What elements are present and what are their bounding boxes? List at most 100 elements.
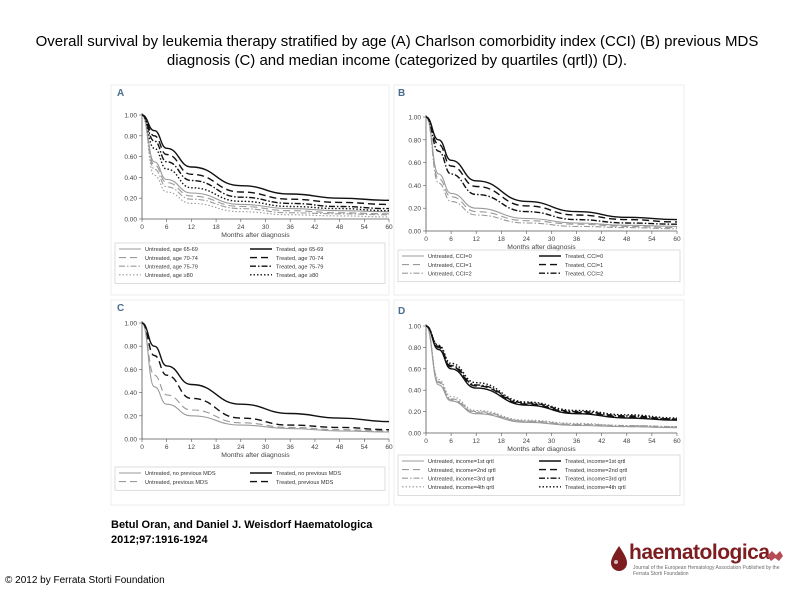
series-line — [141, 114, 390, 216]
panel-frame — [393, 84, 685, 296]
legend-label: Untreated, CCI=2 — [428, 271, 472, 277]
citation-authors: Betul Oran, and Daniel J. Weisdorf Haema… — [111, 519, 373, 531]
legend-label: Untreated, CCI=0 — [428, 254, 472, 260]
y-tick-label: 1.00 — [124, 113, 137, 120]
x-tick-label: 6 — [165, 224, 169, 231]
eha-emblem-icon — [767, 551, 783, 561]
x-tick-label: 42 — [598, 438, 606, 445]
legend-label: Untreated, previous MDS — [145, 480, 208, 486]
y-tick-label: 1.00 — [124, 321, 137, 328]
y-tick-label: 1.00 — [408, 324, 421, 331]
legend-label: Treated, income=2nd qrtl — [565, 468, 627, 474]
legend-frame — [114, 242, 386, 284]
series-line — [425, 116, 678, 221]
x-tick-label: 54 — [648, 438, 656, 445]
y-tick-label: 0.80 — [408, 137, 421, 144]
legend-label: Untreated, age 75-79 — [145, 264, 198, 270]
panel-label: C — [117, 303, 124, 314]
copyright-notice: © 2012 by Ferrata Storti Foundation — [5, 575, 165, 586]
legend-frame — [114, 466, 386, 491]
x-tick-label: 54 — [361, 224, 369, 231]
series-line — [425, 116, 678, 230]
legend-label: Treated, no previous MDS — [276, 471, 341, 477]
x-tick-label: 0 — [140, 444, 144, 451]
x-tick-label: 6 — [449, 236, 453, 243]
citation: Betul Oran, and Daniel J. Weisdorf Haema… — [111, 518, 372, 548]
x-tick-label: 60 — [385, 444, 393, 451]
x-axis-label: Months after diagnosis — [507, 446, 576, 453]
x-tick-label: 6 — [449, 438, 453, 445]
y-tick-label: 0.00 — [408, 229, 421, 236]
legend-label: Treated, previous MDS — [276, 480, 334, 486]
x-axis-label: Months after diagnosis — [221, 232, 290, 239]
y-tick-label: 0.20 — [124, 196, 137, 203]
panel-frame — [110, 84, 390, 296]
y-tick-label: 0.60 — [124, 154, 137, 161]
legend-label: Treated, CCI=2 — [565, 271, 603, 277]
x-tick-label: 48 — [623, 438, 631, 445]
legend-label: Untreated, age 70-74 — [145, 256, 198, 262]
x-tick-label: 12 — [473, 236, 481, 243]
x-tick-label: 48 — [336, 224, 344, 231]
x-tick-label: 18 — [498, 438, 506, 445]
x-tick-label: 18 — [212, 224, 220, 231]
x-tick-label: 54 — [648, 236, 656, 243]
journal-logo[interactable]: haematologica Journal of the European He… — [603, 541, 788, 581]
x-tick-label: 36 — [573, 438, 581, 445]
y-tick-label: 0.80 — [408, 345, 421, 352]
x-tick-label: 6 — [165, 444, 169, 451]
y-tick-label: 0.80 — [124, 344, 137, 351]
series-line — [425, 116, 678, 223]
series-line — [141, 114, 390, 206]
legend-label: Treated, CCI=0 — [565, 254, 603, 260]
x-tick-label: 18 — [212, 444, 220, 451]
legend-label: Untreated, income=2nd qrtl — [428, 468, 496, 474]
legend-label: Treated, age 75-79 — [276, 264, 323, 270]
series-line — [425, 325, 678, 420]
series-line — [141, 322, 390, 432]
legend-label: Treated, income=3rd qrtl — [565, 476, 626, 482]
y-tick-label: 0.80 — [124, 133, 137, 140]
series-line — [141, 114, 390, 201]
x-tick-label: 30 — [548, 236, 556, 243]
legend-label: Treated, age 70-74 — [276, 256, 323, 262]
x-tick-label: 12 — [188, 224, 196, 231]
y-tick-label: 0.60 — [124, 367, 137, 374]
y-tick-label: 0.40 — [124, 390, 137, 397]
legend-label: Untreated, no previous MDS — [145, 471, 216, 477]
legend-label: Untreated, income=3rd qrtl — [428, 476, 494, 482]
panel-label: A — [117, 88, 124, 99]
x-tick-label: 54 — [361, 444, 369, 451]
x-tick-label: 60 — [673, 236, 681, 243]
slide-title: Overall survival by leukemia therapy str… — [35, 33, 759, 69]
legend-frame — [397, 249, 681, 283]
y-tick-label: 0.60 — [408, 160, 421, 167]
journal-tagline: Journal of the European Hematology Assoc… — [633, 565, 780, 577]
y-tick-label: 1.00 — [408, 115, 421, 122]
chart-panel-c: C 0.00 0.20 0.40 0.60 0.80 1.00 0 6 12 18 24 30 36 42 4… — [110, 299, 393, 506]
x-tick-label: 24 — [523, 438, 531, 445]
legend-label: Untreated, income=4th qrtl — [428, 485, 494, 491]
y-tick-label: 0.20 — [408, 409, 421, 416]
series-line — [425, 325, 678, 421]
chart-panel-d: D 0.00 0.20 0.40 0.60 0.80 1.00 0 6 12 18 24 30 36 42 4… — [393, 299, 685, 506]
x-tick-label: 36 — [287, 224, 295, 231]
series-line — [141, 114, 390, 213]
legend-label: Treated, age ≥80 — [276, 273, 318, 279]
legend-label: Treated, income=4th qrtl — [565, 485, 626, 491]
panel-frame — [110, 299, 390, 506]
series-line — [425, 325, 678, 420]
y-tick-label: 0.40 — [408, 183, 421, 190]
series-line — [141, 322, 390, 423]
y-tick-label: 0.60 — [408, 366, 421, 373]
panel-label: B — [398, 88, 405, 99]
legend-label: Treated, CCI=1 — [565, 263, 603, 269]
series-line — [141, 114, 390, 212]
x-tick-label: 48 — [623, 236, 631, 243]
x-axis-label: Months after diagnosis — [507, 244, 576, 251]
x-tick-label: 36 — [573, 236, 581, 243]
chart-panel-a: A 0.00 0.20 0.40 0.60 0.80 1.00 0 6 12 18 24 30 36 42 4… — [110, 84, 393, 296]
x-tick-label: 30 — [262, 444, 270, 451]
x-tick-label: 42 — [598, 236, 606, 243]
